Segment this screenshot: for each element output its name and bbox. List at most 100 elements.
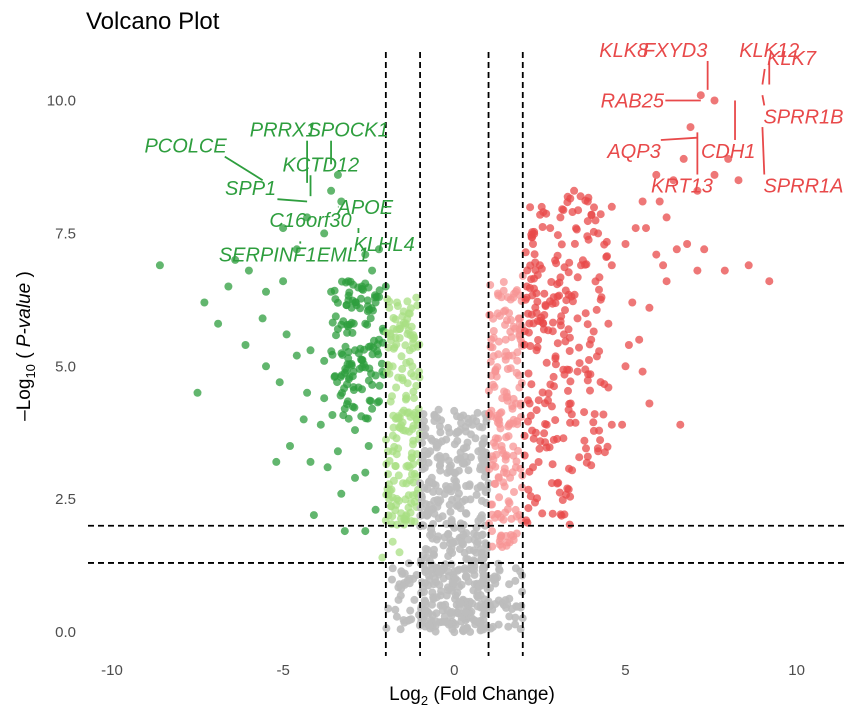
data-point-up_strong: [568, 466, 577, 475]
data-point-up_strong: [710, 96, 719, 105]
data-point-up_strong: [618, 420, 627, 429]
gene-label: APOE: [337, 197, 394, 219]
data-point-down_strong: [279, 277, 288, 286]
data-point-not_sig: [453, 427, 462, 436]
data-point-down_weak: [391, 506, 400, 515]
data-point-up_strong: [565, 365, 574, 374]
data-point-up_strong: [669, 176, 678, 185]
data-point-not_sig: [405, 615, 414, 624]
data-point-down_weak: [402, 391, 411, 400]
gene-label: SERPINF1: [219, 245, 317, 267]
x-axis-label-prefix: Log: [389, 684, 421, 705]
data-point-down_weak: [408, 491, 417, 500]
data-point-down_strong: [328, 318, 337, 327]
data-point-up_weak: [503, 365, 512, 373]
data-point-not_sig: [421, 606, 430, 615]
data-point-up_strong: [556, 321, 565, 330]
data-point-not_sig: [425, 575, 434, 584]
data-point-up_weak: [488, 510, 496, 519]
data-point-up_strong: [532, 289, 541, 298]
data-point-not_sig: [388, 564, 397, 573]
data-point-down_strong: [272, 457, 281, 466]
data-point-up_strong: [526, 492, 535, 501]
data-point-up_weak: [510, 488, 518, 496]
data-point-up_strong: [686, 123, 695, 132]
x-axis-label: Log2 (Fold Change): [389, 684, 555, 708]
data-point-up_strong: [595, 426, 604, 435]
data-point-down_strong: [328, 411, 337, 419]
data-point-not_sig: [471, 434, 480, 443]
data-point-up_strong: [590, 410, 599, 419]
data-point-not_sig: [505, 612, 514, 621]
data-point-not_sig: [446, 608, 455, 617]
data-point-down_weak: [410, 394, 418, 403]
data-point-up_strong: [603, 252, 611, 261]
data-point-not_sig: [464, 535, 473, 544]
data-point-up_strong: [553, 434, 562, 443]
data-point-up_strong: [544, 396, 552, 405]
data-point-up_strong: [575, 359, 584, 368]
data-point-down_strong: [354, 349, 363, 358]
data-point-down_strong: [375, 245, 383, 254]
data-point-down_weak: [394, 471, 403, 480]
data-point-up_strong: [710, 170, 719, 179]
data-point-up_weak: [515, 314, 523, 323]
data-point-up_strong: [566, 492, 575, 501]
data-point-down_strong: [193, 388, 202, 397]
data-point-up_weak: [491, 434, 500, 443]
data-point-up_strong: [534, 458, 543, 466]
data-point-not_sig: [466, 453, 475, 462]
data-point-down_strong: [331, 295, 340, 304]
data-point-up_weak: [494, 350, 503, 359]
data-point-down_weak: [382, 435, 390, 444]
data-point-down_strong: [200, 298, 209, 307]
data-point-down_weak: [387, 485, 396, 494]
data-point-up_strong: [524, 396, 532, 405]
data-point-down_weak: [388, 362, 397, 371]
data-point-up_weak: [496, 540, 504, 549]
data-point-down_weak: [400, 515, 409, 524]
data-point-up_weak: [501, 455, 510, 464]
gene-label: PRRX1: [250, 120, 317, 142]
data-point-up_strong: [547, 479, 556, 488]
data-point-down_weak: [389, 423, 398, 432]
data-point-down_strong: [358, 363, 367, 372]
data-point-up_strong: [628, 298, 637, 307]
data-point-down_strong: [244, 266, 253, 275]
data-point-not_sig: [435, 422, 444, 431]
data-point-not_sig: [464, 555, 472, 564]
data-point-up_strong: [589, 227, 598, 236]
data-point-up_strong: [596, 295, 605, 304]
data-point-not_sig: [440, 490, 449, 498]
data-point-down_strong: [306, 346, 315, 355]
data-point-down_weak: [399, 307, 408, 316]
data-point-up_weak: [491, 462, 500, 471]
data-point-up_strong: [559, 434, 568, 443]
data-point-down_strong: [341, 342, 350, 351]
data-point-up_strong: [526, 203, 535, 212]
data-point-not_sig: [465, 482, 474, 490]
data-point-down_weak: [391, 462, 400, 470]
x-axis-label-suffix: (Fold Change): [428, 684, 555, 705]
data-point-not_sig: [467, 607, 476, 616]
data-point-not_sig: [427, 434, 436, 443]
data-point-up_weak: [500, 387, 509, 396]
data-point-up_strong: [583, 320, 592, 329]
data-point-not_sig: [462, 572, 470, 581]
data-point-down_strong: [331, 312, 340, 321]
data-point-up_strong: [592, 305, 601, 314]
data-point-down_strong: [337, 489, 346, 498]
data-point-down_weak: [388, 392, 396, 401]
data-point-down_strong: [340, 527, 349, 536]
data-point-down_strong: [363, 307, 372, 316]
gene-label: KLK7: [767, 48, 817, 70]
data-point-up_weak: [497, 293, 506, 302]
data-point-up_weak: [502, 348, 510, 356]
data-point-up_strong: [547, 278, 556, 286]
data-point-down_weak: [398, 364, 407, 373]
data-point-not_sig: [429, 487, 438, 496]
data-point-up_strong: [553, 339, 562, 348]
data-point-up_strong: [531, 428, 540, 437]
data-point-down_strong: [286, 442, 294, 450]
